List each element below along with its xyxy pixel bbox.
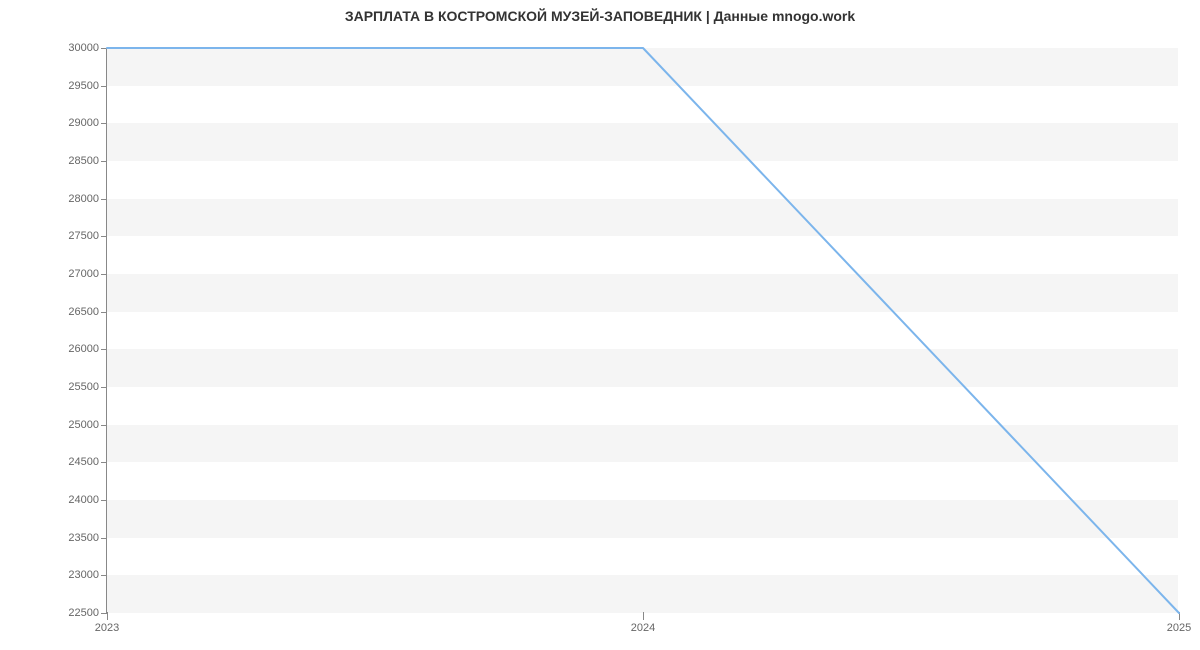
- series-line: [107, 48, 1179, 613]
- plot-area: 2250023000235002400024500250002550026000…: [106, 48, 1178, 613]
- salary-chart: ЗАРПЛАТА В КОСТРОМСКОЙ МУЗЕЙ-ЗАПОВЕДНИК …: [0, 0, 1200, 650]
- x-tick-mark: [107, 612, 108, 620]
- x-tick-mark: [643, 612, 644, 620]
- chart-title: ЗАРПЛАТА В КОСТРОМСКОЙ МУЗЕЙ-ЗАПОВЕДНИК …: [0, 8, 1200, 24]
